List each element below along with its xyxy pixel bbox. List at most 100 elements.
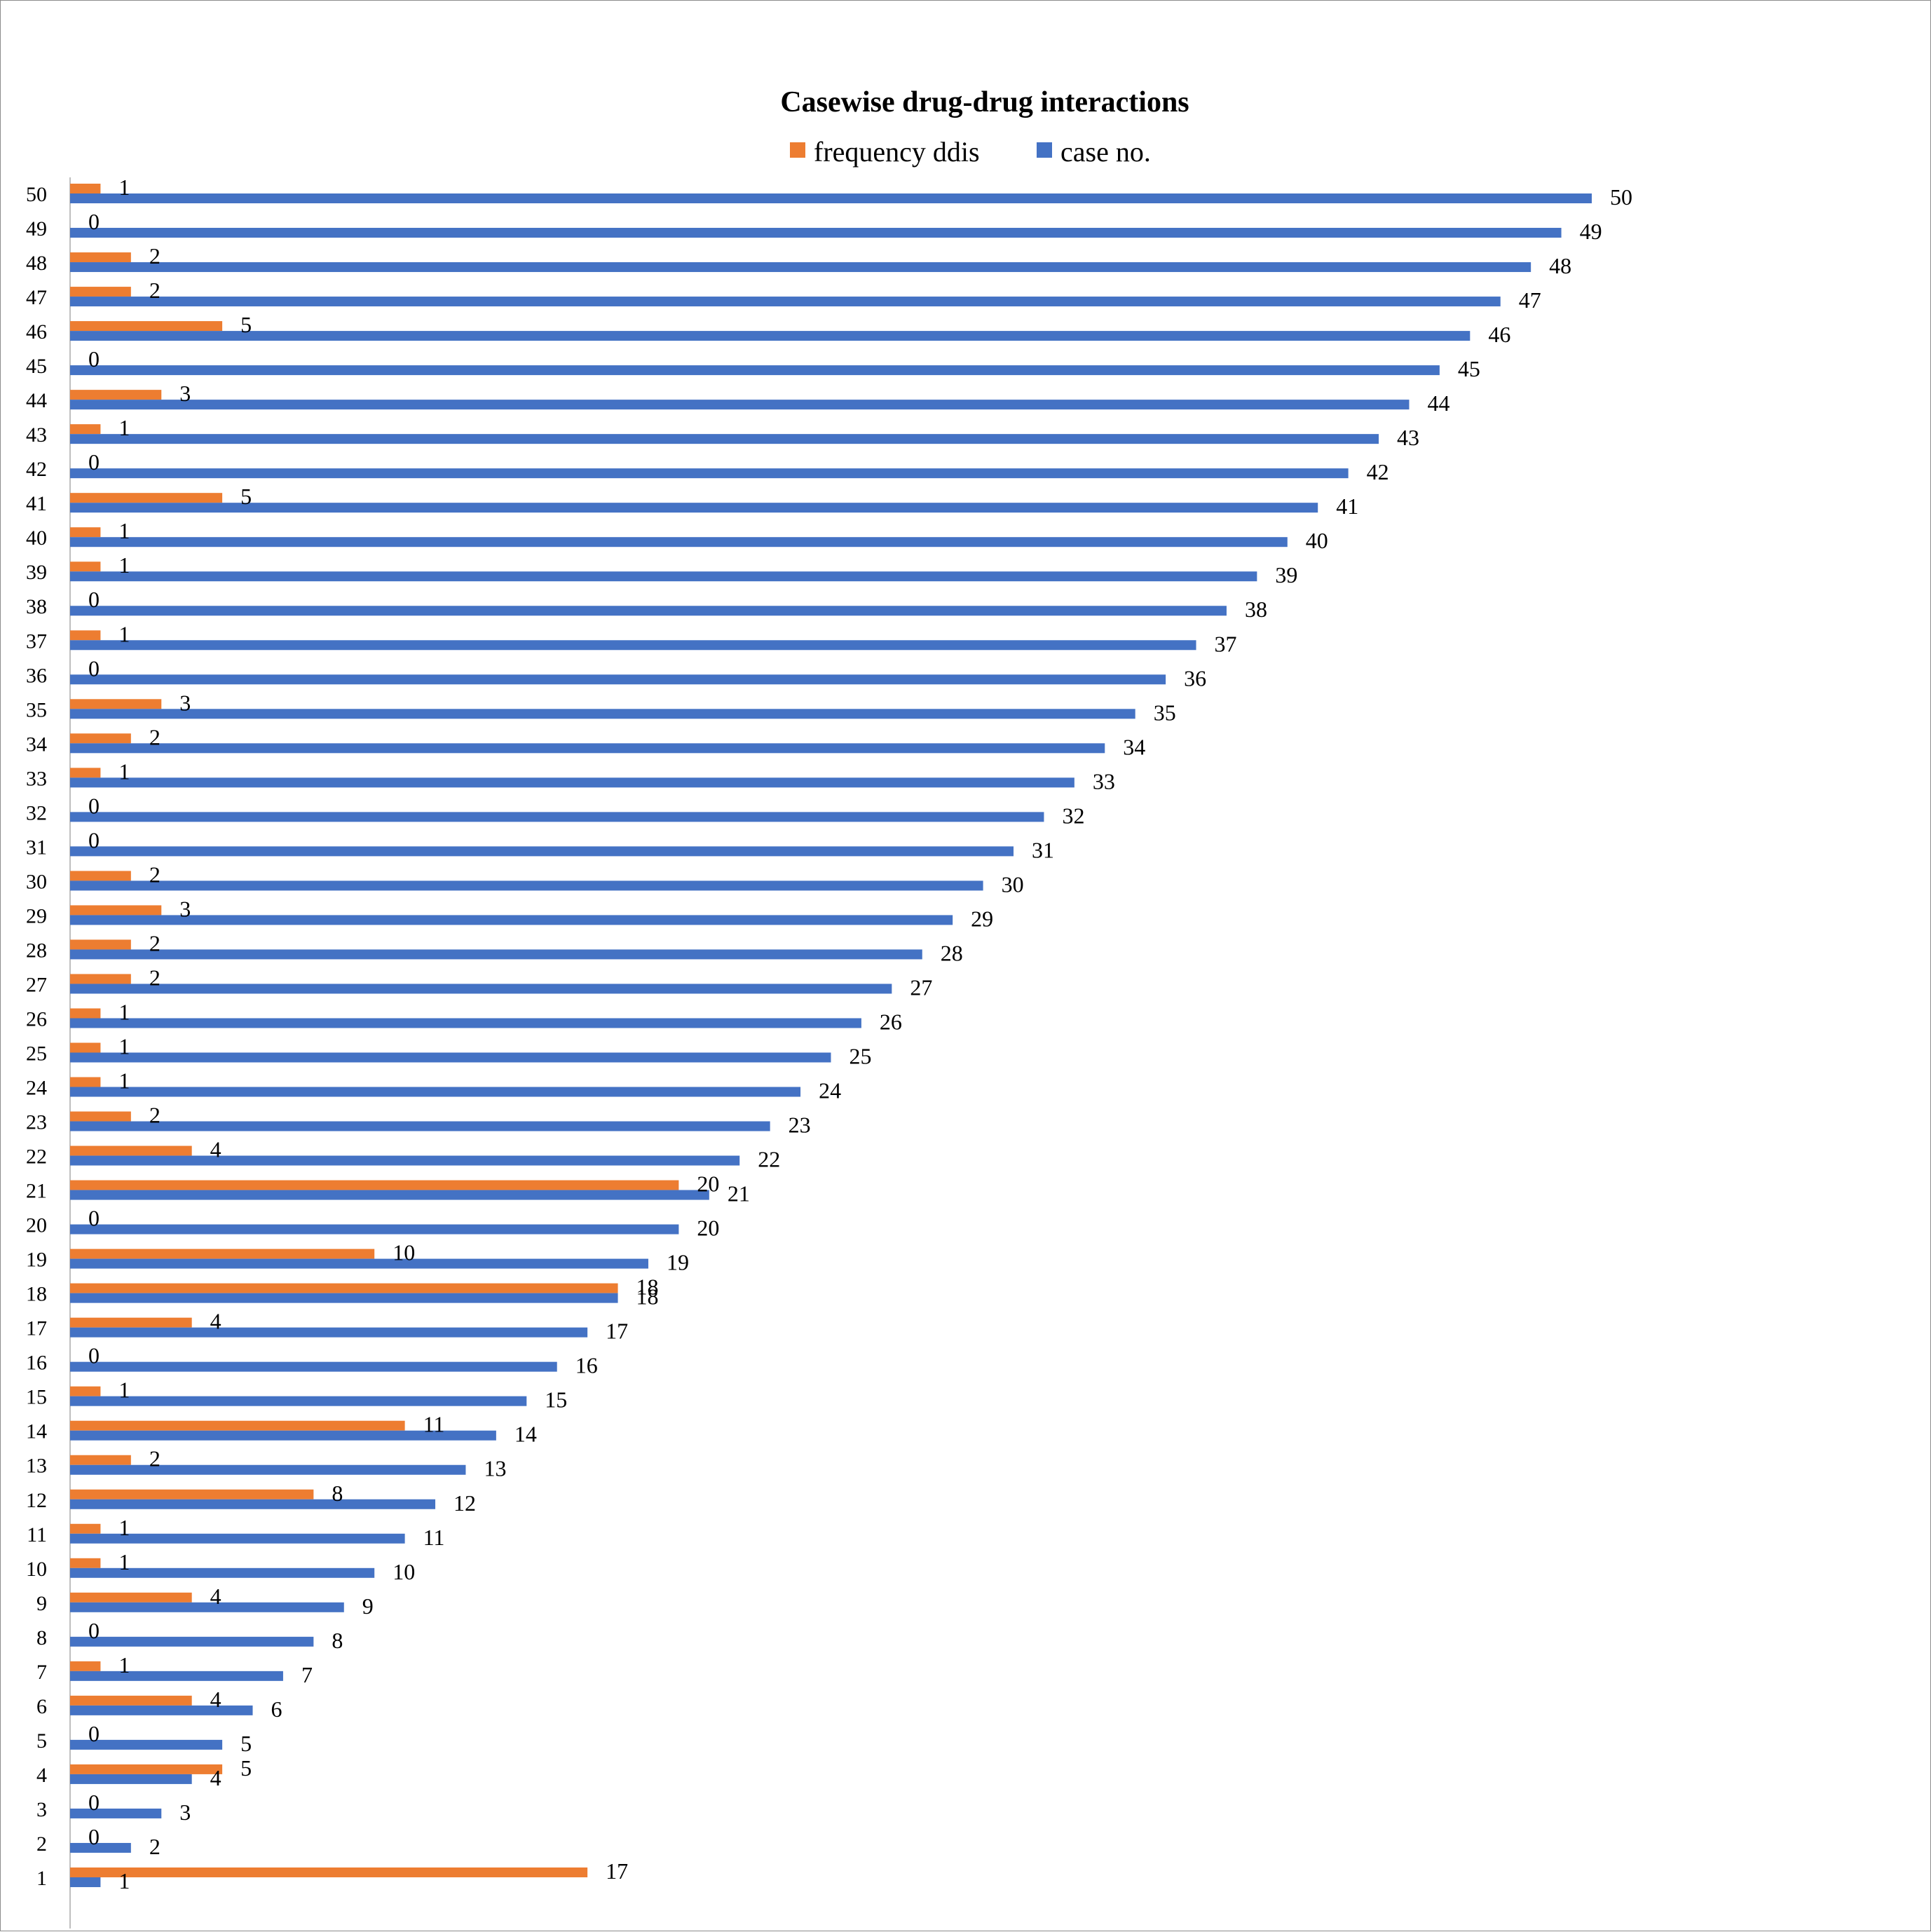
data-label-case-no-30: 30 (1002, 871, 1024, 897)
data-label-case-no-38: 38 (1245, 597, 1267, 622)
data-label-case-no-37: 37 (1215, 631, 1237, 656)
bar-case-no-18 (70, 1293, 618, 1303)
y-tick-label-11: 11 (27, 1523, 47, 1546)
bar-frequency-ddis-13 (70, 1455, 131, 1465)
data-label-frequency-ddis-26: 1 (118, 999, 130, 1024)
data-label-frequency-ddis-25: 1 (118, 1034, 130, 1059)
y-tick-label-31: 31 (26, 836, 47, 859)
data-label-frequency-ddis-19: 10 (393, 1240, 415, 1265)
y-tick-label-18: 18 (26, 1283, 47, 1306)
y-tick-label-22: 22 (26, 1145, 47, 1169)
y-tick-label-34: 34 (26, 733, 47, 756)
y-tick-label-25: 25 (26, 1042, 47, 1066)
data-label-case-no-4: 4 (210, 1765, 221, 1790)
data-label-case-no-47: 47 (1519, 287, 1541, 313)
bar-case-no-10 (70, 1567, 375, 1578)
data-label-frequency-ddis-10: 1 (118, 1549, 130, 1574)
y-tick-label-28: 28 (26, 939, 47, 962)
bar-frequency-ddis-30 (70, 871, 131, 881)
y-tick-label-3: 3 (36, 1798, 47, 1821)
data-label-case-no-10: 10 (393, 1559, 415, 1584)
y-tick-label-15: 15 (26, 1386, 47, 1409)
bar-case-no-37 (70, 640, 1196, 651)
bar-case-no-42 (70, 468, 1349, 479)
data-label-case-no-32: 32 (1062, 803, 1084, 828)
bar-frequency-ddis-12 (70, 1489, 314, 1499)
bar-frequency-ddis-40 (70, 527, 101, 538)
bar-frequency-ddis-15 (70, 1386, 101, 1396)
y-tick-label-26: 26 (26, 1007, 47, 1030)
legend-swatch-frequency-ddis (790, 142, 805, 158)
y-tick-label-5: 5 (36, 1729, 47, 1753)
bar-case-no-4 (70, 1774, 192, 1784)
y-tick-label-13: 13 (26, 1455, 47, 1478)
data-label-case-no-14: 14 (514, 1422, 537, 1447)
bar-case-no-39 (70, 571, 1257, 582)
data-label-frequency-ddis-37: 1 (118, 621, 130, 646)
data-label-frequency-ddis-7: 1 (118, 1652, 130, 1678)
y-tick-label-1: 1 (36, 1867, 47, 1890)
bar-frequency-ddis-48 (70, 252, 131, 263)
data-label-case-no-50: 50 (1610, 184, 1632, 210)
data-label-frequency-ddis-23: 2 (149, 1103, 161, 1128)
data-label-case-no-49: 49 (1580, 219, 1602, 244)
bar-case-no-47 (70, 297, 1501, 307)
data-label-case-no-48: 48 (1549, 253, 1571, 278)
bar-case-no-36 (70, 674, 1166, 685)
bar-frequency-ddis-50 (70, 184, 101, 193)
bar-case-no-9 (70, 1602, 344, 1612)
bar-case-no-30 (70, 880, 983, 891)
bar-frequency-ddis-37 (70, 630, 101, 641)
y-tick-label-9: 9 (36, 1592, 47, 1615)
bar-case-no-43 (70, 434, 1379, 444)
bar-case-no-13 (70, 1464, 466, 1475)
bar-frequency-ddis-19 (70, 1249, 375, 1259)
y-tick-label-40: 40 (26, 526, 47, 550)
y-tick-label-20: 20 (26, 1214, 47, 1237)
data-label-case-no-26: 26 (880, 1009, 902, 1034)
bar-frequency-ddis-44 (70, 390, 162, 400)
y-tick-label-27: 27 (26, 973, 47, 996)
data-label-frequency-ddis-44: 3 (179, 381, 191, 406)
data-label-frequency-ddis-33: 1 (118, 758, 130, 784)
y-tick-label-23: 23 (26, 1111, 47, 1134)
bar-case-no-32 (70, 812, 1044, 822)
data-label-case-no-28: 28 (941, 940, 963, 965)
bar-case-no-21 (70, 1190, 709, 1200)
data-label-frequency-ddis-14: 11 (423, 1412, 445, 1437)
data-label-case-no-46: 46 (1488, 322, 1510, 347)
bar-case-no-40 (70, 537, 1288, 547)
data-label-frequency-ddis-17: 4 (210, 1309, 221, 1334)
bar-case-no-7 (70, 1671, 283, 1681)
bar-case-no-23 (70, 1121, 770, 1131)
data-label-case-no-6: 6 (271, 1696, 282, 1722)
y-tick-label-39: 39 (26, 561, 47, 584)
bar-case-no-34 (70, 743, 1105, 754)
bar-case-no-49 (70, 228, 1562, 238)
data-label-frequency-ddis-31: 0 (88, 827, 100, 852)
bar-case-no-3 (70, 1808, 162, 1818)
y-tick-label-12: 12 (26, 1489, 47, 1512)
y-tick-label-49: 49 (26, 217, 47, 240)
bar-case-no-26 (70, 1018, 861, 1028)
bar-frequency-ddis-21 (70, 1180, 679, 1190)
bar-case-no-5 (70, 1739, 223, 1750)
data-label-case-no-19: 19 (667, 1250, 689, 1275)
bar-frequency-ddis-28 (70, 939, 131, 950)
bar-case-no-14 (70, 1430, 496, 1441)
bar-case-no-17 (70, 1327, 588, 1338)
y-tick-label-36: 36 (26, 664, 47, 687)
y-tick-label-30: 30 (26, 870, 47, 893)
data-label-case-no-17: 17 (606, 1319, 628, 1344)
data-label-case-no-40: 40 (1306, 528, 1328, 553)
bar-case-no-16 (70, 1361, 557, 1372)
bar-frequency-ddis-41 (70, 493, 223, 503)
data-label-frequency-ddis-6: 4 (210, 1687, 221, 1712)
bar-case-no-33 (70, 777, 1074, 788)
bar-frequency-ddis-7 (70, 1661, 101, 1671)
data-label-case-no-1: 1 (118, 1868, 130, 1893)
data-label-case-no-45: 45 (1458, 356, 1480, 381)
y-tick-label-47: 47 (26, 286, 47, 309)
y-tick-label-7: 7 (36, 1661, 47, 1684)
